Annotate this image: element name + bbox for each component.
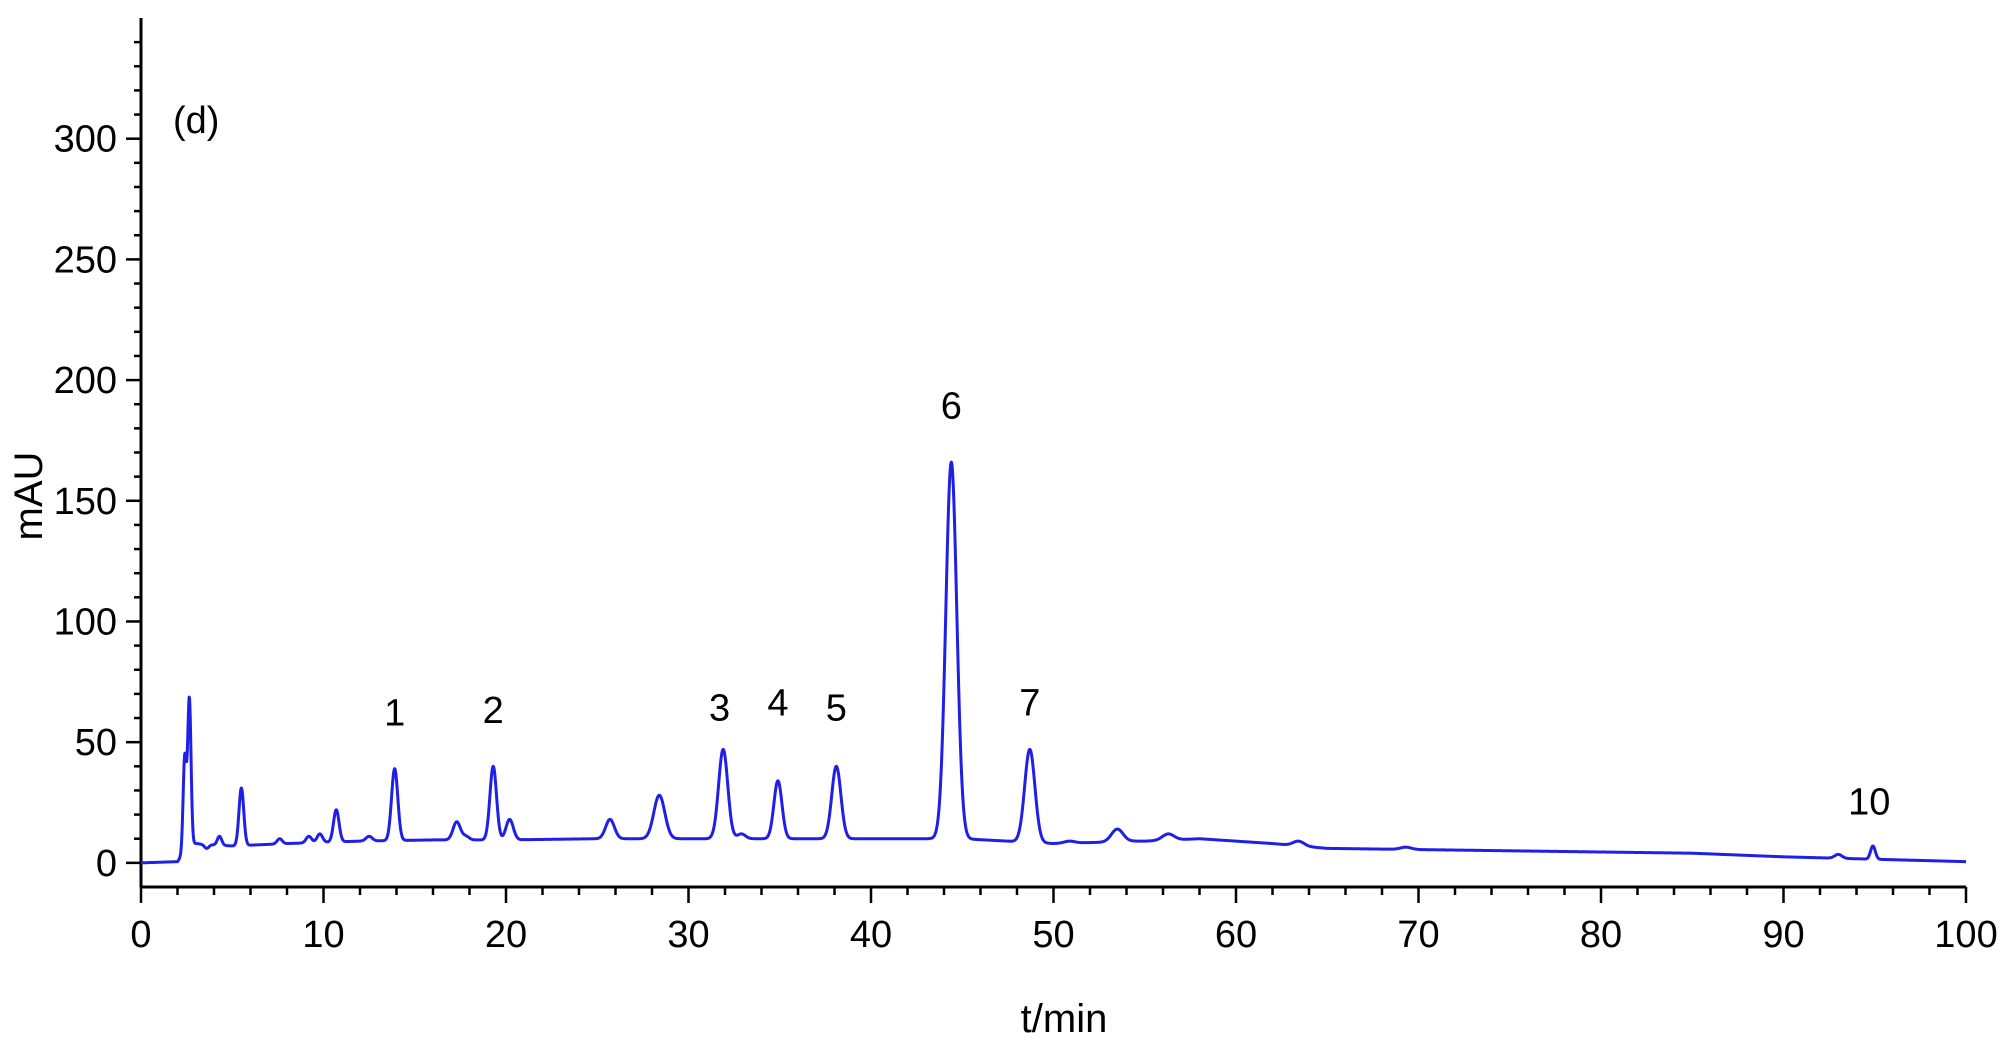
peak-label: 4 <box>767 683 788 725</box>
peak-labels: 1 2 3 4 5 6 7 10 <box>384 386 1890 824</box>
peak-label: 5 <box>826 687 847 729</box>
peak-label: 6 <box>941 386 962 428</box>
peak-label: 2 <box>483 690 504 732</box>
x-tick-labels: 0 10 20 30 40 50 60 70 80 90 100 <box>130 914 1997 956</box>
x-tick-label: 80 <box>1580 914 1622 956</box>
y-tick-label: 300 <box>54 119 117 161</box>
peak-label: 7 <box>1019 683 1040 725</box>
y-tick-label: 100 <box>54 601 117 643</box>
peak-label: 10 <box>1848 782 1890 824</box>
y-axis-title: mAU <box>7 452 51 541</box>
panel-label: (d) <box>173 100 219 142</box>
x-tick-label: 90 <box>1762 914 1804 956</box>
x-tick-label: 30 <box>667 914 709 956</box>
y-tick-label: 250 <box>54 239 117 281</box>
y-tick-label: 150 <box>54 481 117 523</box>
y-tick-label: 50 <box>75 722 117 764</box>
y-tick-labels: 0 50 100 150 200 250 300 <box>54 119 117 885</box>
peak-label: 1 <box>384 692 405 734</box>
chromatogram-trace <box>139 460 1968 865</box>
x-tick-label: 60 <box>1215 914 1257 956</box>
peak-label: 3 <box>709 687 730 729</box>
y-tick-label: 200 <box>54 360 117 402</box>
x-axis-title: t/min <box>1021 997 1108 1041</box>
x-tick-label: 100 <box>1934 914 1997 956</box>
axis-ticks <box>126 40 1968 903</box>
x-tick-label: 20 <box>485 914 527 956</box>
x-tick-label: 40 <box>850 914 892 956</box>
x-tick-label: 0 <box>130 914 151 956</box>
x-tick-label: 70 <box>1397 914 1439 956</box>
x-tick-label: 50 <box>1032 914 1074 956</box>
y-tick-label: 0 <box>96 843 117 885</box>
x-tick-label: 10 <box>302 914 344 956</box>
